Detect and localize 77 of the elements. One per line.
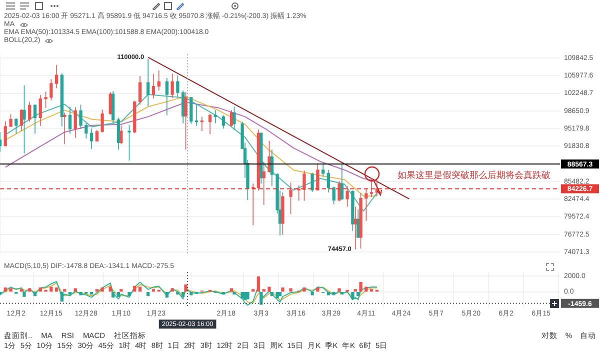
candlestick <box>79 104 82 130</box>
candlestick <box>289 182 292 214</box>
candlestick <box>346 186 349 208</box>
bar <box>246 292 250 300</box>
bar <box>190 292 193 296</box>
candlestick <box>184 92 188 150</box>
bar <box>270 292 274 296</box>
bar <box>133 286 136 292</box>
bar <box>276 292 279 298</box>
bar <box>50 286 53 292</box>
bar <box>340 292 344 294</box>
bar <box>256 276 260 292</box>
bar <box>359 282 362 292</box>
bar <box>222 292 226 294</box>
bar <box>120 289 123 292</box>
bar <box>240 292 244 298</box>
candlestick <box>351 190 354 232</box>
bar <box>232 292 236 294</box>
bar <box>262 289 266 292</box>
bar <box>268 286 271 292</box>
bar <box>302 287 306 292</box>
bar <box>181 292 185 297</box>
bar <box>165 292 169 298</box>
annotation: 如果这里是假突破那么后期将会真跌破 <box>398 170 551 180</box>
bar <box>338 288 341 292</box>
bar <box>326 292 330 296</box>
candlestick <box>297 185 300 202</box>
bar <box>364 286 368 292</box>
bar <box>310 292 314 296</box>
bar <box>38 287 42 292</box>
bar <box>354 289 357 292</box>
bar <box>351 292 354 300</box>
candlestick <box>100 109 104 134</box>
candlestick <box>170 73 174 98</box>
bar <box>278 292 282 296</box>
bar <box>22 292 26 297</box>
bar <box>79 292 82 296</box>
bar <box>251 289 255 292</box>
bar <box>260 292 263 305</box>
candlestick <box>281 192 284 236</box>
bar <box>316 287 320 292</box>
bar <box>95 289 99 292</box>
bar <box>138 286 142 292</box>
candlestick <box>232 106 236 130</box>
bar <box>9 288 12 292</box>
bar <box>90 292 94 294</box>
bar <box>332 292 336 294</box>
bar <box>108 286 112 292</box>
bar <box>184 284 188 292</box>
bar <box>152 289 156 292</box>
bar <box>370 289 374 292</box>
bar <box>146 292 150 296</box>
bar <box>33 292 37 296</box>
candlestick <box>359 192 362 249</box>
candlestick <box>22 85 26 154</box>
bar <box>116 292 120 297</box>
bar <box>60 292 64 302</box>
bar <box>100 287 104 292</box>
candlestick <box>302 170 306 202</box>
bar <box>111 292 115 298</box>
bar <box>170 288 174 292</box>
candlestick <box>9 114 12 128</box>
candlestick <box>128 124 131 161</box>
bar <box>0 292 2 294</box>
candlestick <box>176 75 180 98</box>
bar <box>281 287 284 292</box>
bar <box>20 289 24 292</box>
bar <box>356 292 360 296</box>
bar <box>68 292 72 294</box>
candlestick <box>310 172 314 192</box>
bar <box>4 287 7 292</box>
bar <box>176 292 180 294</box>
bar <box>128 292 131 296</box>
candlestick <box>316 162 320 192</box>
bar <box>63 289 66 292</box>
bar <box>289 288 292 292</box>
bar <box>54 287 58 292</box>
